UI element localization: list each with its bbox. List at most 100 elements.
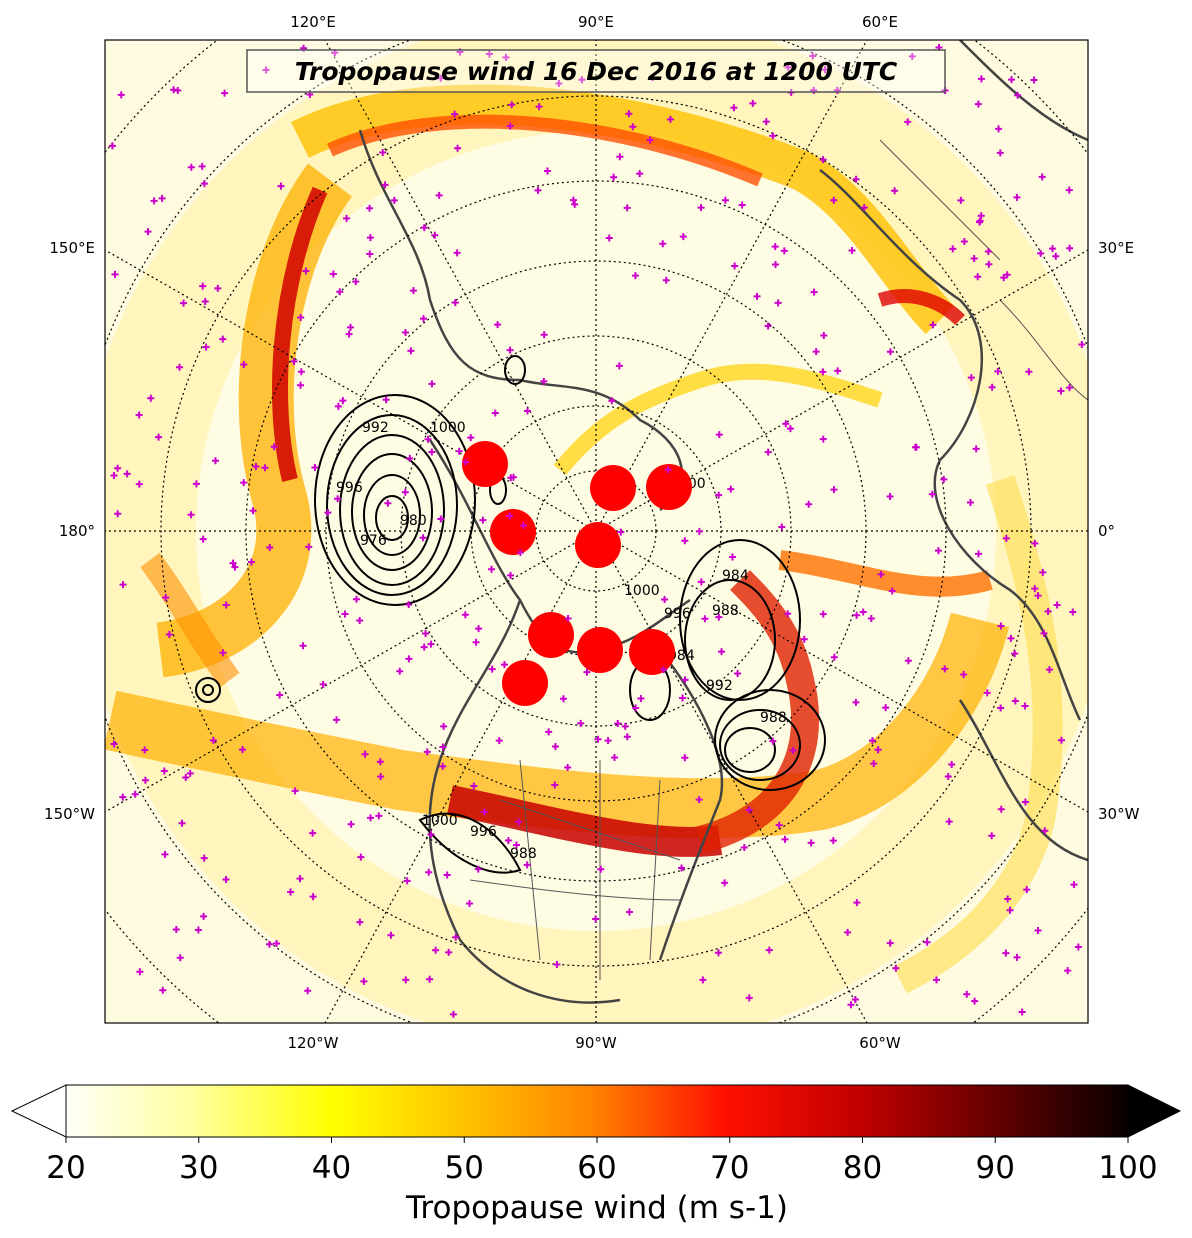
station-marker xyxy=(941,665,949,673)
station-marker xyxy=(202,343,210,351)
station-marker xyxy=(820,332,828,340)
station-marker xyxy=(302,267,310,275)
station-marker xyxy=(728,553,736,561)
station-marker xyxy=(701,615,709,623)
station-marker xyxy=(176,954,184,962)
station-marker xyxy=(141,776,149,784)
station-marker xyxy=(753,292,761,300)
station-marker xyxy=(852,698,860,706)
station-marker xyxy=(923,938,931,946)
station-marker xyxy=(402,976,410,984)
station-marker xyxy=(997,805,1005,813)
station-marker xyxy=(114,510,122,518)
station-marker xyxy=(1066,244,1074,252)
feature-marker xyxy=(629,629,675,675)
station-marker xyxy=(423,748,431,756)
station-marker xyxy=(136,968,144,976)
station-marker xyxy=(764,448,772,456)
station-marker xyxy=(583,668,591,676)
station-marker xyxy=(718,648,726,656)
station-marker xyxy=(297,368,305,376)
station-marker xyxy=(1070,881,1078,889)
station-marker xyxy=(199,535,207,543)
station-marker xyxy=(730,104,738,112)
colorbar-tick-label: 30 xyxy=(179,1150,218,1186)
lon-label-right-30e: 30°E xyxy=(1098,239,1134,257)
contour-label: 1000 xyxy=(422,813,458,829)
station-marker xyxy=(452,933,460,941)
station-marker xyxy=(110,740,118,748)
station-marker xyxy=(805,500,813,508)
station-marker xyxy=(819,156,827,164)
station-marker xyxy=(341,610,349,618)
station-marker xyxy=(495,737,503,745)
station-marker xyxy=(882,704,890,712)
station-marker xyxy=(1041,827,1049,835)
station-marker xyxy=(311,464,319,472)
lon-label-top-60e: 60°E xyxy=(862,13,898,31)
station-marker xyxy=(715,491,723,499)
station-marker xyxy=(1074,943,1082,951)
station-marker xyxy=(172,925,180,933)
map-frame xyxy=(104,39,1089,1024)
station-marker xyxy=(467,434,475,442)
station-marker xyxy=(769,132,777,140)
station-marker xyxy=(695,796,703,804)
station-marker xyxy=(535,103,543,111)
station-marker xyxy=(780,247,788,255)
station-marker xyxy=(375,812,383,820)
station-marker xyxy=(161,850,169,858)
station-marker xyxy=(1003,271,1011,279)
colorbar-tick-label: 40 xyxy=(312,1150,351,1186)
colorbar-tick-label: 90 xyxy=(976,1150,1015,1186)
station-marker xyxy=(381,181,389,189)
station-marker xyxy=(1002,949,1010,957)
station-marker xyxy=(681,537,689,545)
station-marker xyxy=(830,653,838,661)
station-marker xyxy=(240,479,248,487)
station-marker xyxy=(764,322,772,330)
station-marker xyxy=(853,899,861,907)
station-marker xyxy=(160,767,168,775)
station-marker xyxy=(200,854,208,862)
station-marker xyxy=(367,814,375,822)
station-marker xyxy=(891,187,899,195)
station-marker xyxy=(360,977,368,985)
station-marker xyxy=(158,194,166,202)
station-marker xyxy=(135,411,143,419)
station-marker xyxy=(424,435,432,443)
station-marker xyxy=(247,558,255,566)
station-marker xyxy=(445,948,453,956)
lon-label-left-150e: 150°E xyxy=(49,239,95,257)
station-marker xyxy=(867,614,875,622)
station-marker xyxy=(509,473,517,481)
station-marker xyxy=(299,642,307,650)
station-marker xyxy=(405,655,413,663)
station-marker xyxy=(977,75,985,83)
station-marker xyxy=(762,118,770,126)
station-marker xyxy=(975,550,983,558)
title-box: Tropopause wind 16 Dec 2016 at 1200 UTC xyxy=(246,49,946,93)
station-marker xyxy=(108,142,116,150)
station-marker xyxy=(870,760,878,768)
station-marker xyxy=(1030,76,1038,84)
station-marker xyxy=(646,136,654,144)
station-marker xyxy=(774,299,782,307)
contour-label: 988 xyxy=(760,710,787,726)
station-marker xyxy=(403,877,411,885)
station-marker xyxy=(144,228,152,236)
station-marker xyxy=(812,348,820,356)
station-marker xyxy=(1045,666,1053,674)
station-marker xyxy=(462,458,470,466)
station-marker xyxy=(912,443,920,451)
station-marker xyxy=(266,544,274,552)
station-marker xyxy=(277,182,285,190)
station-marker xyxy=(1002,534,1010,542)
station-marker xyxy=(666,115,674,123)
station-marker xyxy=(944,773,952,781)
lon-label-top-120e: 120°E xyxy=(290,13,336,31)
station-marker xyxy=(1053,601,1061,609)
station-marker xyxy=(231,563,239,571)
station-marker xyxy=(420,315,428,323)
station-marker xyxy=(868,737,876,745)
